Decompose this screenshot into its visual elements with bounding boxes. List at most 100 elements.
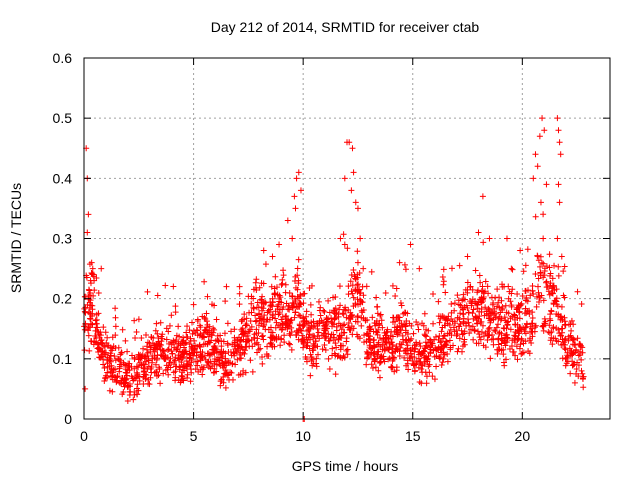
data-point [522, 305, 529, 312]
data-point [401, 261, 408, 268]
data-point [546, 291, 553, 298]
data-point [94, 345, 101, 352]
x-axis-label: GPS time / hours [292, 458, 399, 474]
data-point [156, 341, 163, 348]
data-point [102, 329, 109, 336]
data-point [539, 115, 546, 122]
data-point [109, 334, 116, 341]
data-point [331, 334, 338, 341]
data-point [415, 351, 422, 358]
data-point [134, 381, 141, 388]
data-point [345, 324, 352, 331]
data-point [250, 334, 257, 341]
data-point [555, 272, 562, 279]
data-point [564, 358, 571, 365]
data-point [568, 317, 575, 324]
data-point [482, 304, 489, 311]
data-point [329, 352, 336, 359]
data-point [268, 283, 275, 290]
data-point [236, 355, 243, 362]
data-point [186, 327, 193, 334]
data-point [325, 355, 332, 362]
data-point [422, 339, 429, 346]
data-point [294, 293, 301, 300]
data-point [345, 283, 352, 290]
data-point [209, 301, 216, 308]
data-point [219, 362, 226, 369]
data-point [283, 300, 290, 307]
data-point [396, 259, 403, 266]
data-point [416, 265, 423, 272]
data-point [286, 306, 293, 313]
data-point [238, 326, 245, 333]
data-point [460, 310, 467, 317]
data-point [303, 308, 310, 315]
data-point [257, 345, 264, 352]
data-point [382, 289, 389, 296]
data-point [199, 349, 206, 356]
data-point [467, 326, 474, 333]
data-point [447, 344, 454, 351]
data-point [542, 279, 549, 286]
data-points [81, 115, 587, 422]
data-point [498, 340, 505, 347]
data-point [355, 281, 362, 288]
data-point [464, 253, 471, 260]
data-point [101, 365, 108, 372]
data-point [121, 383, 128, 390]
data-point [548, 328, 555, 335]
data-point [86, 292, 93, 299]
data-point [339, 355, 346, 362]
data-point [448, 300, 455, 307]
data-point [476, 331, 483, 338]
data-point [250, 295, 257, 302]
data-point [482, 278, 489, 285]
data-point [333, 309, 340, 316]
data-point [308, 282, 315, 289]
data-point [170, 369, 177, 376]
data-point [460, 296, 467, 303]
data-point [133, 363, 140, 370]
data-point [448, 265, 455, 272]
data-point [441, 314, 448, 321]
data-point [502, 302, 509, 309]
data-point [308, 311, 315, 318]
data-point [298, 338, 305, 345]
data-point [508, 265, 515, 272]
data-point [509, 337, 516, 344]
data-point [374, 303, 381, 310]
data-point [512, 321, 519, 328]
data-point [135, 351, 142, 358]
data-point [549, 275, 556, 282]
data-point [329, 320, 336, 327]
data-point [259, 293, 266, 300]
data-point [200, 341, 207, 348]
data-point [259, 354, 266, 361]
data-point [470, 306, 477, 313]
data-point [435, 298, 442, 305]
data-point [513, 306, 520, 313]
y-tick-label: 0.1 [53, 351, 73, 367]
data-point [441, 332, 448, 339]
data-point [81, 326, 88, 333]
data-point [210, 343, 217, 350]
data-point [465, 319, 472, 326]
data-point [249, 343, 256, 350]
data-point [415, 326, 422, 333]
data-point [87, 277, 94, 284]
data-point [88, 302, 95, 309]
data-point [533, 303, 540, 310]
data-point [246, 328, 253, 335]
data-point [307, 351, 314, 358]
data-point [532, 270, 539, 277]
data-point [222, 384, 229, 391]
data-point [543, 181, 550, 188]
data-point [182, 348, 189, 355]
data-point [212, 337, 219, 344]
data-point [198, 363, 205, 370]
data-point [307, 301, 314, 308]
data-point [540, 323, 547, 330]
data-point [259, 307, 266, 314]
data-point [338, 326, 345, 333]
data-point [395, 314, 402, 321]
